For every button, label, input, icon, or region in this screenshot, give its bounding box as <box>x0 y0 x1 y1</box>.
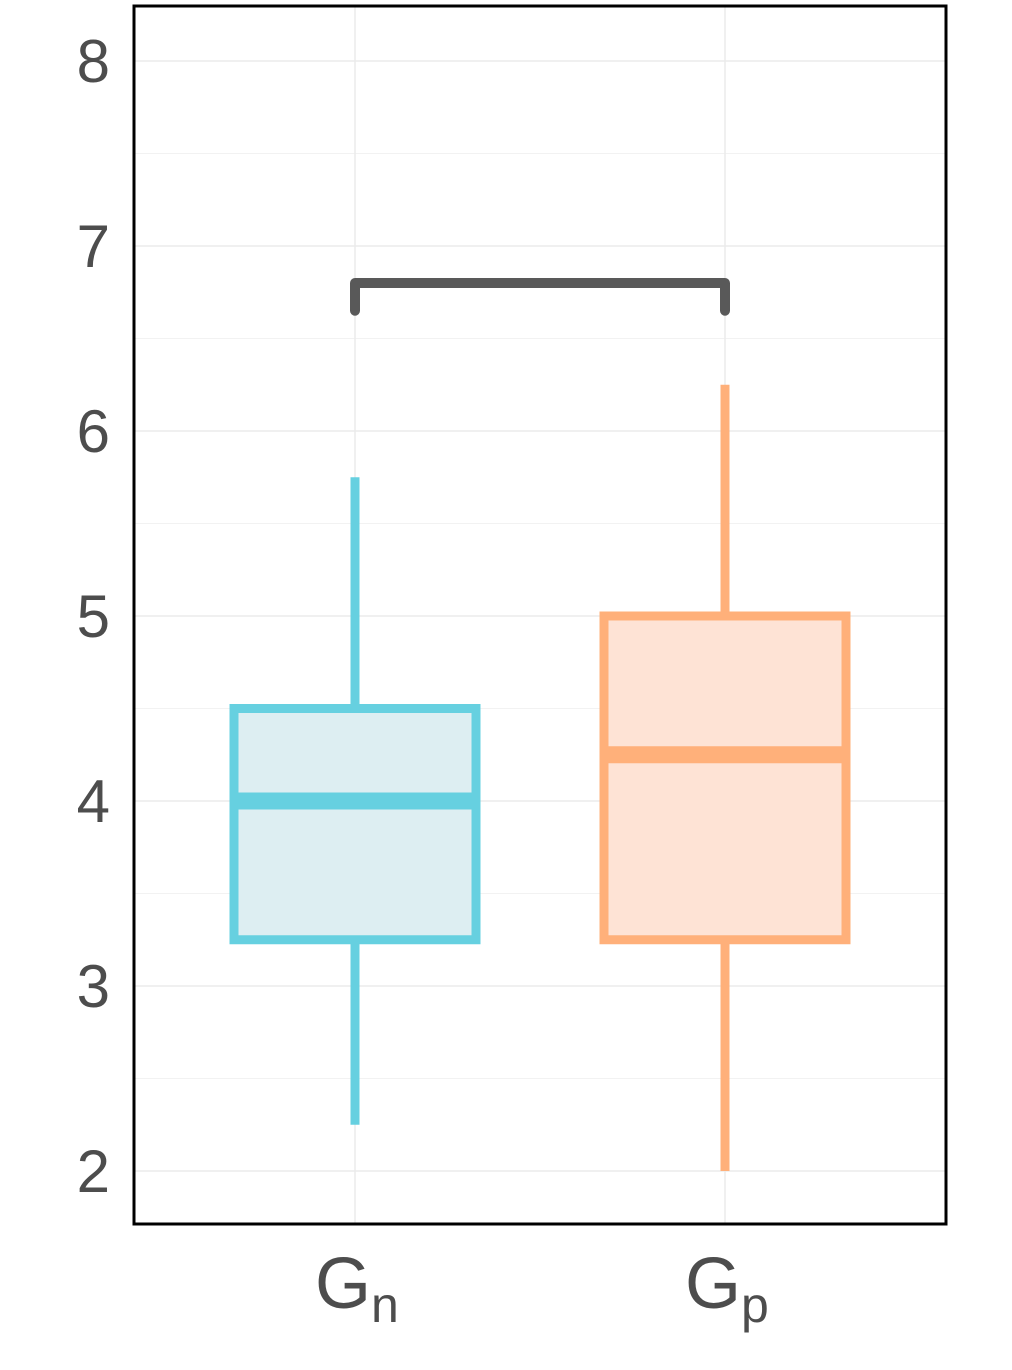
box-Gp <box>599 384 851 1171</box>
y-tick-label: 3 <box>77 953 110 1020</box>
x-tick-label-main: G <box>315 1244 371 1324</box>
boxes <box>229 384 851 1171</box>
x-tick-label-main: G <box>685 1244 741 1324</box>
y-tick-label: 5 <box>77 583 110 650</box>
y-tick-label: 6 <box>77 398 110 465</box>
y-tick-label: 8 <box>77 28 110 95</box>
x-tick-label-subscript: n <box>371 1277 399 1333</box>
y-tick-label: 2 <box>77 1138 110 1205</box>
y-tick-label: 4 <box>77 768 110 835</box>
y-axis-tick-labels: 2 3 4 5 6 7 8 <box>77 28 110 1205</box>
x-tick-label-subscript: p <box>741 1277 769 1333</box>
box-Gn <box>229 477 481 1125</box>
bracket-path <box>350 278 730 316</box>
iqr-box <box>599 611 851 945</box>
iqr-box <box>229 704 481 945</box>
significance-bracket <box>350 278 730 316</box>
plot-panel-border <box>132 4 948 1226</box>
y-tick-label: 7 <box>77 213 110 280</box>
